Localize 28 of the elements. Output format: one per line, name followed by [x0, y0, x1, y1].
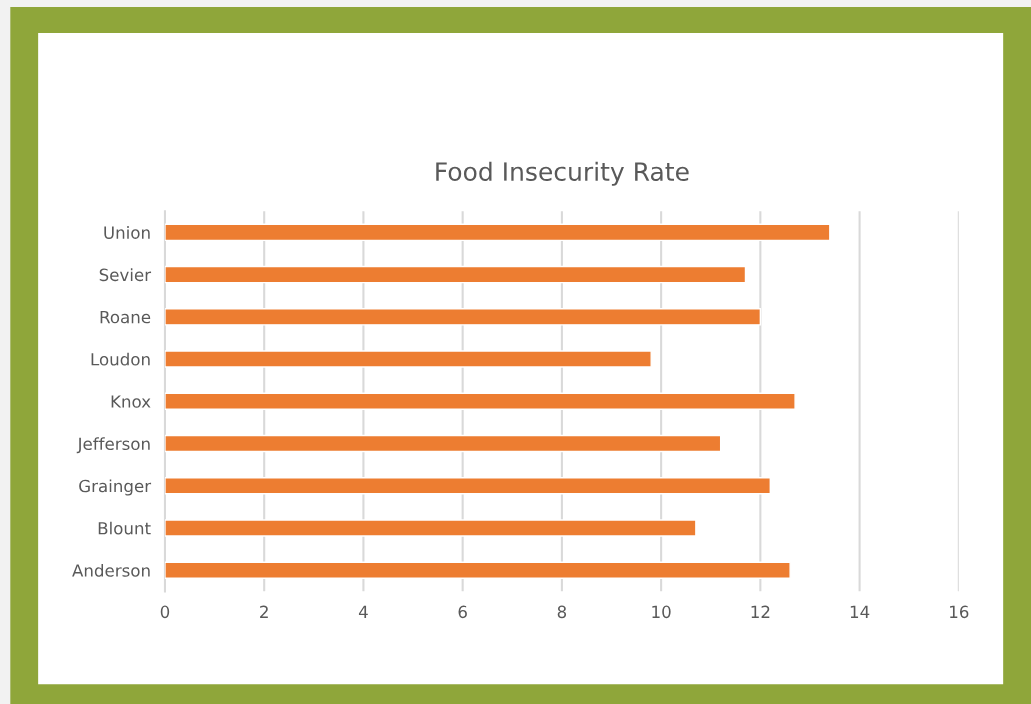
- y-tick-label: Anderson: [72, 563, 150, 577]
- bar: [164, 519, 697, 537]
- y-tick-label: Roane: [100, 310, 151, 324]
- bar: [164, 561, 791, 579]
- bar: [164, 265, 747, 284]
- bar: [164, 477, 771, 495]
- bar: [164, 350, 652, 368]
- bar: [164, 223, 831, 242]
- y-tick-label: Blount: [98, 521, 151, 535]
- x-tick-label: 2: [260, 605, 268, 618]
- y-tick-label: Grainger: [79, 479, 152, 496]
- y-tick-label: Loudon: [91, 352, 150, 366]
- x-tick-label: 10: [652, 605, 671, 619]
- y-tick-label: Union: [104, 225, 150, 239]
- x-tick-label: 14: [850, 605, 870, 618]
- x-tick-label: 4: [358, 605, 368, 618]
- x-tick-label: 12: [751, 605, 770, 618]
- x-tick-label: 6: [458, 605, 467, 619]
- x-tick-label: 16: [950, 605, 969, 619]
- y-tick-label: Sevier: [99, 268, 152, 282]
- bar: [164, 392, 796, 411]
- x-tick-label: 0: [160, 605, 170, 619]
- bar: [164, 308, 762, 326]
- chart-title: Food Insecurity Rate: [436, 161, 689, 186]
- y-tick-label: Knox: [111, 395, 151, 408]
- x-tick-label: 8: [557, 605, 567, 619]
- bar: [164, 434, 722, 453]
- y-tick-label: Jefferson: [76, 437, 150, 454]
